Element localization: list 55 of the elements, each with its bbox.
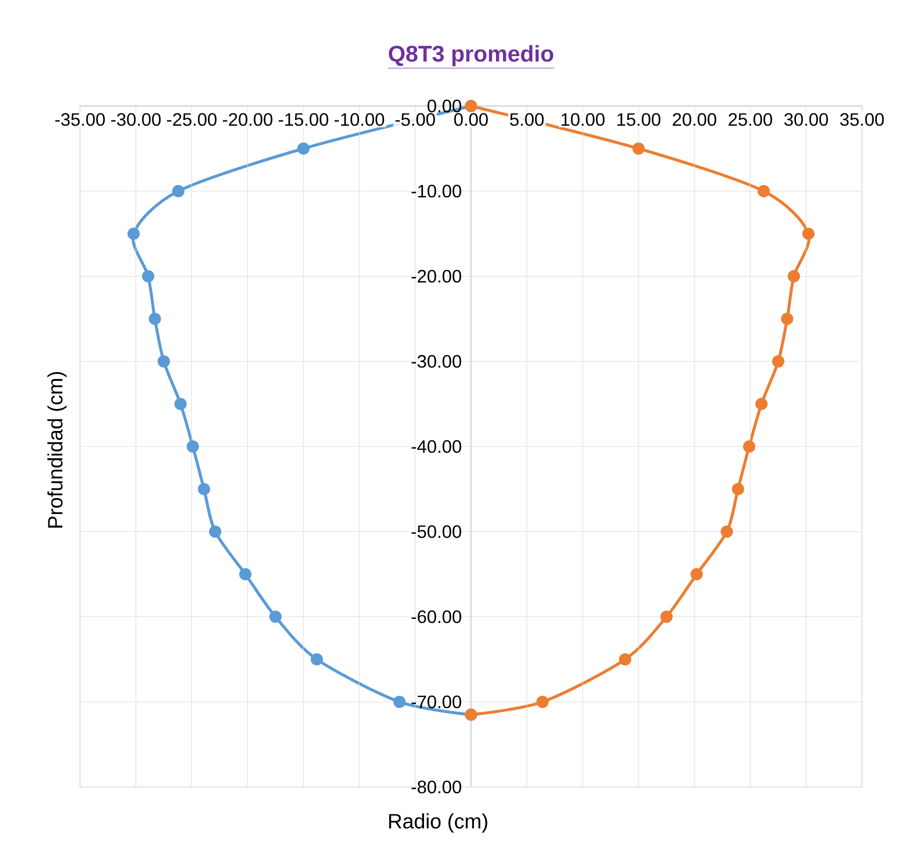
y-tick-label: -50.00: [412, 525, 462, 538]
point: [802, 228, 815, 240]
point: [198, 482, 210, 496]
point: [781, 312, 794, 325]
x-tick-label: 20.00: [672, 113, 716, 126]
chart-title: Q8T3 promedio: [388, 45, 554, 66]
x-tick-label: -20.00: [222, 113, 272, 126]
point: [619, 653, 632, 666]
point: [536, 696, 549, 708]
point: [310, 653, 323, 666]
x-tick-label: -30.00: [111, 113, 161, 126]
point: [158, 355, 170, 368]
point: [239, 568, 252, 580]
point: [772, 355, 784, 368]
point: [174, 398, 187, 410]
point: [186, 440, 199, 453]
point: [172, 185, 184, 198]
point: [743, 440, 756, 453]
point: [632, 142, 645, 155]
y-tick-label: 0.00: [428, 100, 462, 112]
point: [127, 228, 140, 240]
x-tick-label: -10.00: [334, 113, 384, 126]
point: [720, 526, 733, 538]
x-tick-label: -15.00: [278, 113, 328, 126]
point: [269, 610, 282, 623]
point: [788, 270, 800, 282]
y-tick-label: -10.00: [412, 184, 462, 198]
x-tick-label: 25.00: [728, 113, 772, 126]
x-tick-label: 15.00: [617, 113, 660, 126]
y-tick-label: -80.00: [412, 780, 462, 794]
point: [732, 482, 744, 496]
x-tick-label: 10.00: [562, 113, 605, 126]
x-tick-label: -5.00: [395, 113, 435, 126]
point: [142, 270, 154, 282]
x-tick-label: -35.00: [55, 113, 105, 126]
point: [209, 526, 222, 538]
point: [755, 398, 768, 410]
y-tick-label: -20.00: [412, 270, 462, 283]
x-tick-label: 35.00: [840, 113, 884, 126]
y-tick-label: -70.00: [412, 696, 462, 708]
point: [297, 142, 310, 155]
point: [690, 568, 703, 580]
point: [148, 312, 161, 325]
y-axis-title: Profundidad (cm): [47, 372, 67, 528]
x-tick-label: 30.00: [784, 113, 828, 126]
point: [660, 610, 673, 623]
x-tick-label: 5.00: [510, 113, 544, 126]
x-axis-title: Radio (cm): [389, 813, 488, 833]
y-tick-label: -30.00: [412, 355, 462, 368]
y-tick-label: -60.00: [412, 610, 462, 624]
y-tick-label: -40.00: [412, 440, 462, 453]
point: [393, 696, 406, 708]
x-tick-label: 0.00: [454, 113, 488, 126]
point: [758, 185, 770, 198]
x-tick-label: -25.00: [166, 113, 217, 126]
